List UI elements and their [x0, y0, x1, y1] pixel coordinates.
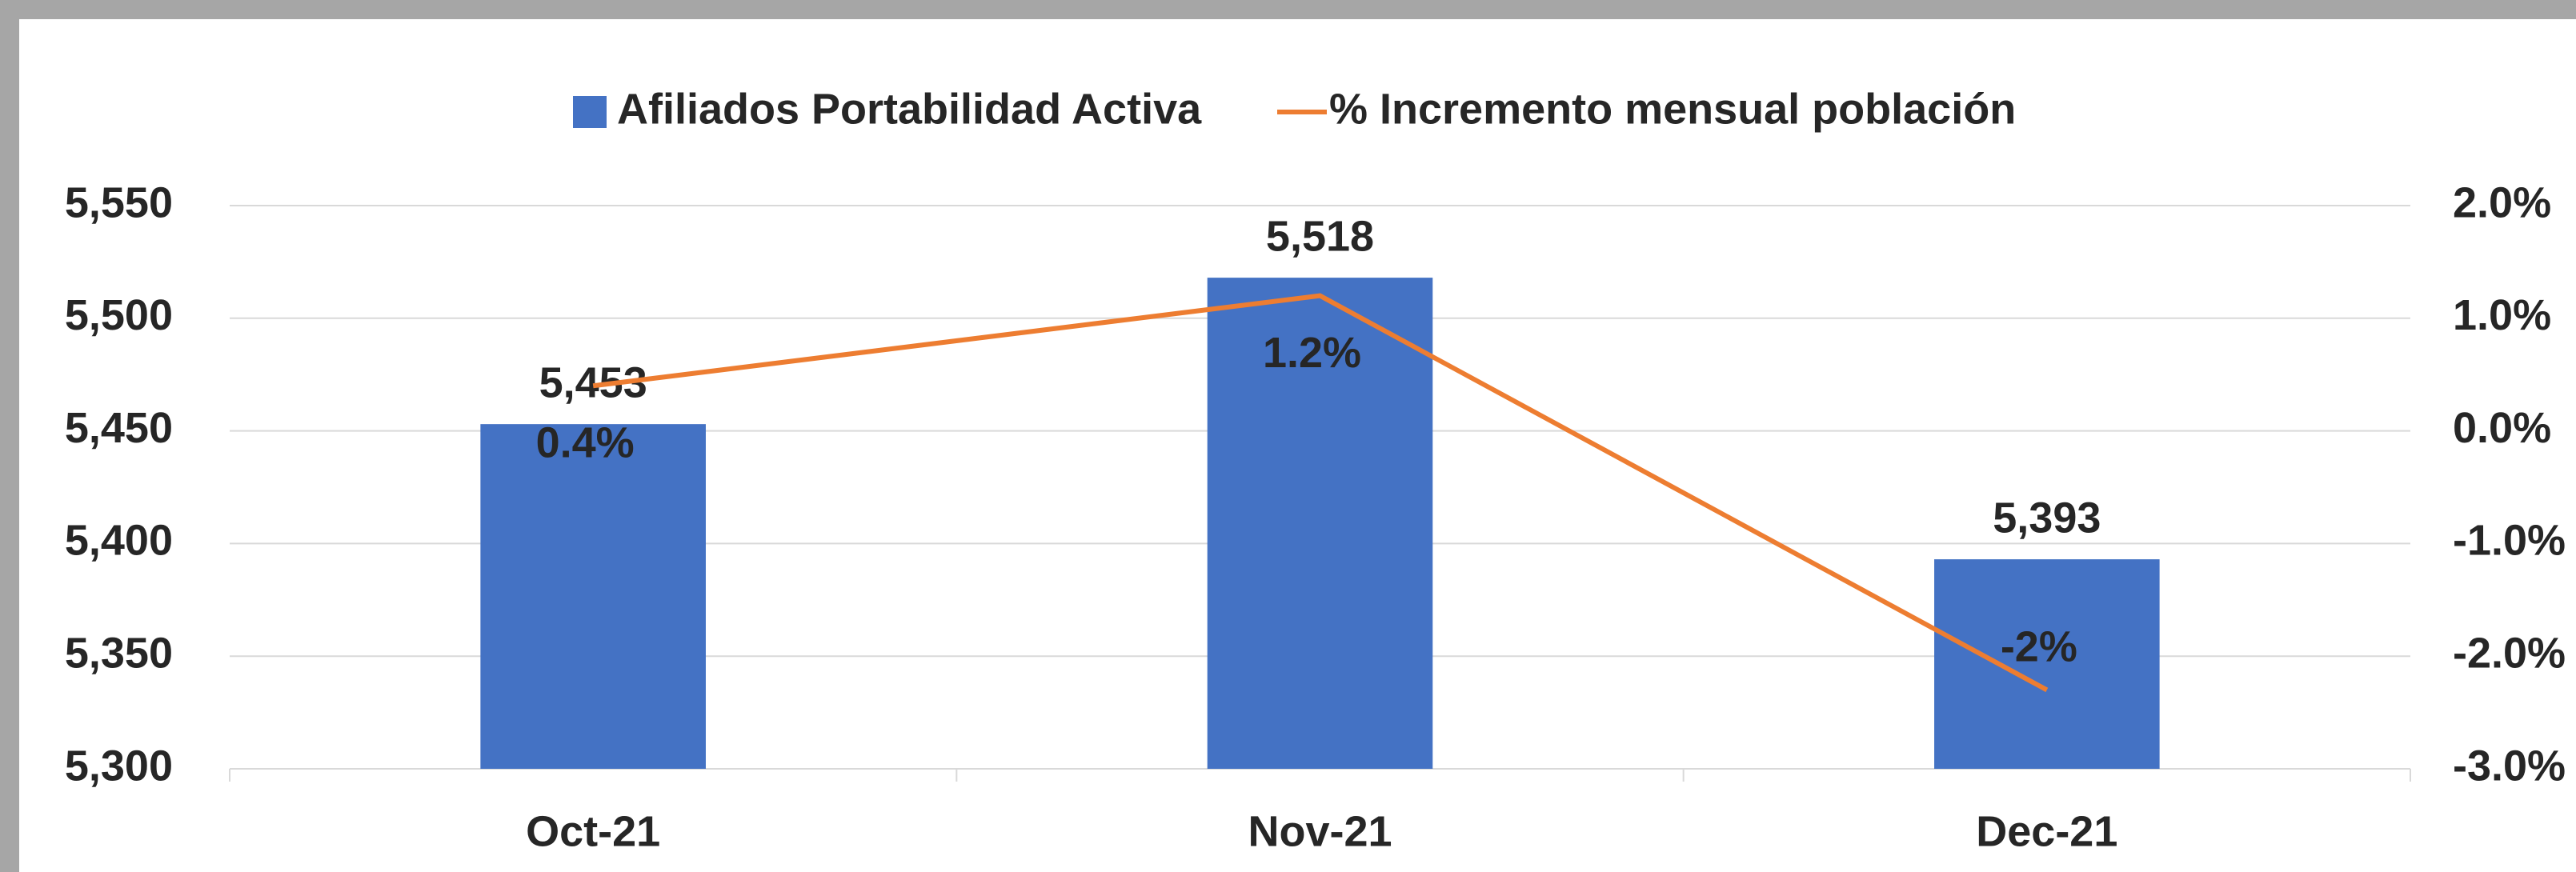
bar	[1934, 559, 2160, 769]
legend-label: Afiliados Portabilidad Activa	[617, 85, 1202, 133]
y2-tick-label: -2.0%	[2453, 629, 2566, 677]
y2-tick-label: -3.0%	[2453, 742, 2566, 790]
line-value-label: -2%	[2001, 623, 2077, 671]
x-tick-label: Oct-21	[526, 807, 660, 855]
legend-label: % Incremento mensual población	[1329, 85, 2016, 133]
line-value-label: 1.2%	[1263, 329, 1361, 377]
x-tick-label: Nov-21	[1248, 807, 1392, 855]
y-tick-label: 5,350	[65, 629, 173, 677]
y-tick-label: 5,550	[65, 178, 173, 226]
bar-value-label: 5,393	[1993, 494, 2101, 542]
x-tick-label: Dec-21	[1976, 807, 2117, 855]
frame-left	[0, 0, 19, 872]
frame-top	[0, 0, 2576, 19]
y-tick-label: 5,500	[65, 291, 173, 339]
line-value-label: 0.4%	[536, 419, 635, 467]
y-tick-label: 5,300	[65, 742, 173, 790]
bar-value-label: 5,518	[1266, 212, 1374, 260]
y2-tick-label: 0.0%	[2453, 404, 2551, 452]
y2-tick-label: 1.0%	[2453, 291, 2551, 339]
bar	[480, 424, 706, 769]
y2-tick-label: -1.0%	[2453, 517, 2566, 565]
y-tick-label: 5,400	[65, 517, 173, 565]
line	[592, 293, 2049, 693]
y-tick-label: 5,450	[65, 404, 173, 452]
y2-tick-label: 2.0%	[2453, 178, 2551, 226]
legend-swatch	[573, 96, 607, 128]
bar	[1207, 278, 1433, 769]
